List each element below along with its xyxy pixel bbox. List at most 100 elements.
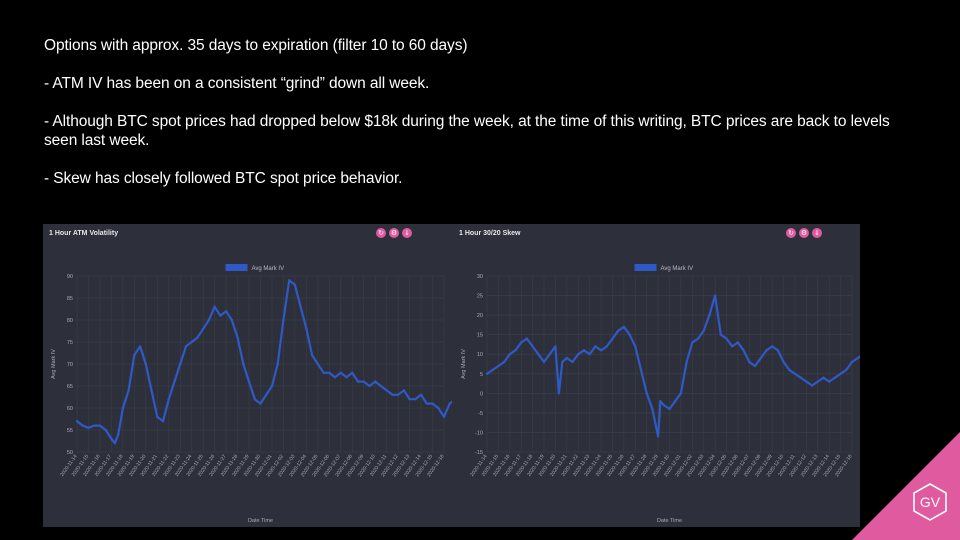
data-point bbox=[514, 349, 517, 352]
notes-text: Options with approx. 35 days to expirati… bbox=[44, 36, 924, 188]
charts-screenshot: 1 Hour ATM Volatility ↻ ⚙ ↓ Avg Mark IV 9… bbox=[43, 224, 860, 527]
data-point bbox=[508, 353, 512, 356]
data-point bbox=[554, 345, 557, 348]
data-point bbox=[845, 368, 848, 372]
data-point bbox=[525, 337, 529, 340]
data-point bbox=[184, 345, 188, 348]
data-point bbox=[117, 433, 120, 436]
data-point bbox=[520, 341, 523, 344]
data-point bbox=[822, 376, 825, 379]
data-point bbox=[385, 389, 388, 392]
data-point bbox=[213, 305, 216, 308]
y-tick-label: 5 bbox=[480, 372, 483, 378]
data-point bbox=[582, 349, 586, 352]
data-point bbox=[113, 442, 117, 445]
data-point bbox=[98, 424, 102, 427]
data-point bbox=[759, 356, 762, 360]
data-point bbox=[594, 345, 597, 348]
y-axis-title: Avg Mark IV bbox=[461, 349, 467, 379]
data-point bbox=[577, 353, 580, 356]
panel-title: 1 Hour ATM Volatility bbox=[49, 230, 119, 237]
y-tick-label: 65 bbox=[67, 384, 73, 390]
data-point bbox=[659, 399, 662, 403]
data-point bbox=[782, 360, 785, 364]
settings-icon[interactable]: ⚙ bbox=[389, 228, 399, 238]
data-point bbox=[502, 360, 506, 364]
y-tick-label: 50 bbox=[67, 450, 73, 456]
data-point bbox=[651, 407, 654, 411]
data-point bbox=[75, 420, 79, 423]
data-point bbox=[356, 380, 360, 383]
data-point bbox=[265, 393, 268, 396]
settings-icon[interactable]: ⚙ bbox=[799, 228, 809, 238]
data-point bbox=[351, 371, 354, 374]
refresh-icon[interactable]: ↻ bbox=[786, 228, 796, 238]
data-point bbox=[419, 393, 423, 396]
refresh-icon[interactable]: ↻ bbox=[376, 228, 386, 238]
y-tick-label: 70 bbox=[67, 362, 73, 368]
data-point bbox=[87, 426, 90, 429]
y-tick-label: 15 bbox=[477, 333, 483, 339]
data-point bbox=[548, 353, 551, 356]
legend-label: Avg Mark IV bbox=[252, 266, 285, 272]
data-point bbox=[731, 345, 734, 348]
data-point bbox=[605, 345, 608, 348]
data-point bbox=[362, 380, 365, 383]
panel-toolbar: ↻ ⚙ ↓ bbox=[376, 228, 412, 238]
data-point bbox=[442, 415, 446, 418]
data-point bbox=[333, 376, 337, 379]
y-tick-label: 85 bbox=[67, 296, 73, 302]
data-point bbox=[93, 424, 96, 427]
data-point bbox=[696, 337, 700, 340]
data-point bbox=[207, 318, 211, 322]
data-point bbox=[121, 406, 125, 410]
data-point bbox=[816, 380, 819, 383]
download-icon[interactable]: ↓ bbox=[402, 228, 412, 238]
data-point bbox=[753, 364, 757, 368]
data-point bbox=[293, 283, 297, 286]
data-point bbox=[611, 337, 614, 340]
note-line-1: Options with approx. 35 days to expirati… bbox=[44, 37, 468, 54]
download-icon[interactable]: ↓ bbox=[812, 228, 822, 238]
data-point bbox=[236, 336, 239, 339]
gv-logo-corner: GV bbox=[852, 432, 960, 540]
data-point bbox=[742, 349, 745, 352]
data-point bbox=[414, 398, 417, 401]
data-point bbox=[497, 364, 500, 368]
data-point bbox=[201, 327, 205, 330]
y-tick-label: -5 bbox=[478, 411, 483, 417]
data-point bbox=[328, 371, 331, 374]
series-line bbox=[76, 279, 452, 445]
data-point bbox=[190, 340, 193, 344]
data-point bbox=[253, 398, 256, 401]
y-axis-title: Avg Mark IV bbox=[51, 349, 57, 379]
data-point bbox=[793, 372, 797, 375]
data-point bbox=[634, 345, 637, 348]
data-point bbox=[196, 336, 199, 339]
skew-chart: Avg Mark IV302520151050-5-10-152020-11-1… bbox=[461, 264, 860, 524]
data-point bbox=[674, 399, 677, 403]
data-point bbox=[805, 380, 808, 383]
data-point bbox=[645, 392, 648, 395]
data-point bbox=[485, 372, 489, 375]
data-point bbox=[736, 341, 740, 344]
data-point bbox=[531, 345, 534, 348]
y-tick-label: 60 bbox=[67, 406, 73, 412]
data-point bbox=[305, 327, 308, 330]
data-point bbox=[144, 362, 148, 366]
data-point bbox=[827, 380, 831, 383]
y-tick-label: 20 bbox=[477, 313, 483, 319]
data-point bbox=[339, 371, 342, 374]
data-point bbox=[856, 356, 859, 360]
x-axis-title: Date Time bbox=[657, 518, 682, 524]
data-point bbox=[156, 415, 159, 418]
data-point bbox=[391, 393, 394, 396]
data-point bbox=[448, 402, 451, 405]
data-point bbox=[719, 333, 723, 336]
note-line-4: - Skew has closely followed BTC spot pri… bbox=[44, 170, 403, 187]
data-point bbox=[373, 380, 377, 383]
data-point bbox=[161, 420, 165, 423]
data-point bbox=[310, 354, 314, 357]
skew-panel: 1 Hour 30/20 Skew ↻ ⚙ ↓ Avg Mark IV 30 25 2… bbox=[453, 224, 860, 527]
data-point bbox=[765, 349, 768, 352]
